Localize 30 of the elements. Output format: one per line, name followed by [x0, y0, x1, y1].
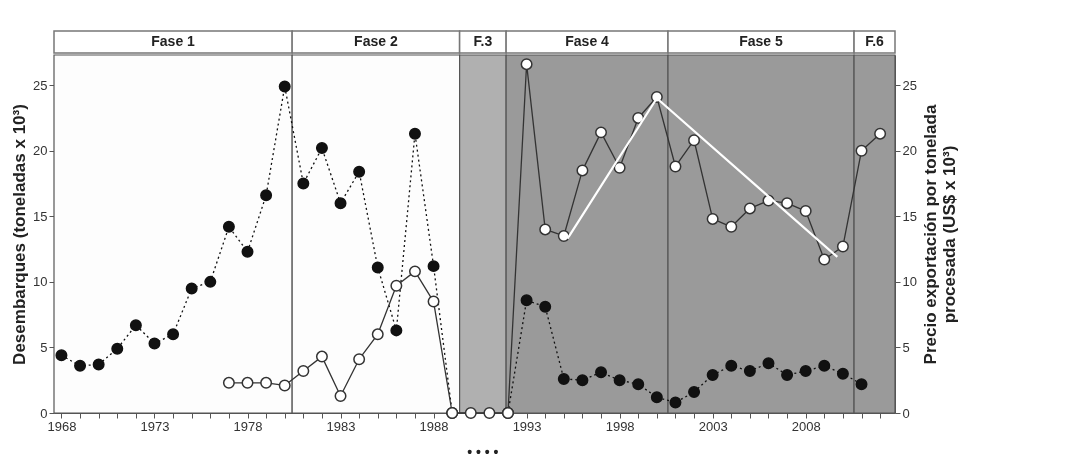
band-label: F.6	[865, 33, 885, 49]
band-label: Fase 2	[354, 33, 398, 49]
x-tick-label: 1978	[233, 418, 263, 434]
y-tick-label: 25	[33, 77, 48, 93]
x-tick-label: 1993	[512, 418, 542, 434]
x-tick-label: 1998	[605, 418, 635, 434]
y2-tick-label: 0	[902, 405, 910, 421]
y2-tick-label: 5	[902, 339, 910, 355]
x-tick-label: 1983	[326, 418, 356, 434]
band-label: Fase 1	[151, 33, 196, 49]
band-label: Fase 4	[565, 33, 610, 49]
x-tick-label: 2003	[698, 418, 728, 434]
y-tick-label: 20	[33, 143, 48, 159]
x-tick-label: 1973	[140, 418, 170, 434]
y-tick-label: 15	[33, 208, 48, 224]
y2-axis-title: Precio exportación por tonelada procesada (US$ x 10³)	[920, 104, 959, 365]
x-tick-label: 2008	[791, 418, 821, 434]
y-tick-label: 10	[33, 274, 48, 290]
y-axis-title: Desembarques (toneladas x 10³)	[10, 104, 30, 365]
x-tick-label: 1988	[419, 418, 449, 434]
band-label: F.3	[473, 33, 493, 49]
y2-tick-label: 15	[902, 208, 917, 224]
y-tick-label: 5	[40, 339, 48, 355]
y2-tick-label: 10	[902, 274, 917, 290]
x-tick-label: 1968	[47, 418, 77, 434]
y2-tick-label: 20	[902, 143, 917, 159]
band-label: Fase 5	[739, 33, 784, 49]
y2-tick-label: 25	[902, 77, 917, 93]
y-tick-label: 0	[40, 405, 48, 421]
text: • • • •	[467, 444, 499, 460]
